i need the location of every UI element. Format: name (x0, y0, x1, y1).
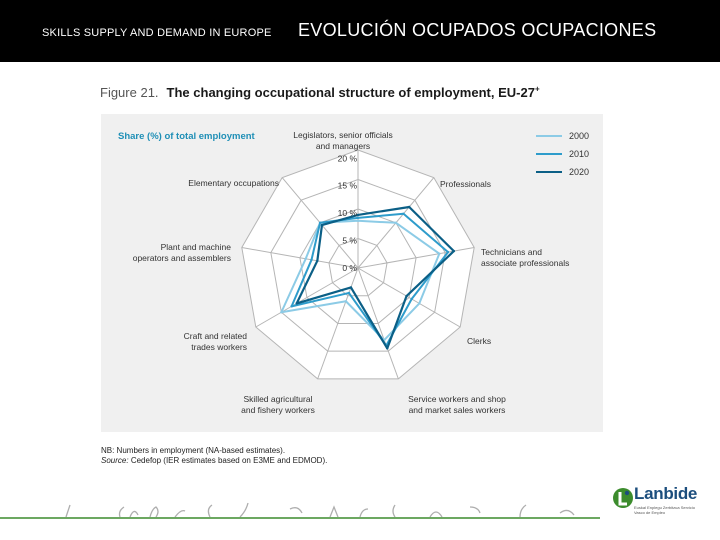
footer-decoration (0, 502, 600, 519)
series-point-2010 (402, 212, 405, 215)
series-point-2020 (405, 294, 408, 298)
category-label: Technicians and (481, 247, 542, 257)
category-label: associate professionals (481, 258, 569, 268)
series-point-2020 (320, 223, 324, 227)
category-label: and market sales workers (409, 405, 506, 415)
series-point-2000 (344, 300, 348, 303)
series-point-2000 (418, 302, 421, 305)
series-point-2020 (386, 347, 389, 350)
radar-grid-ring (328, 237, 388, 297)
series-point-2020 (349, 286, 353, 289)
legend-label-2010: 2010 (569, 149, 589, 159)
chart-title: Share (%) of total employment (118, 131, 256, 142)
figure-title: Figure 21. The changing occupational stru… (100, 85, 540, 100)
category-label: Plant and machine (161, 242, 232, 252)
header-right-title: EVOLUCIÓN OCUPADOS OCUPACIONES (298, 20, 657, 40)
category-label: Professionals (440, 179, 491, 189)
series-point-2000 (438, 252, 441, 255)
logo-subtitle: Euskal Enplegu Zerbitzua Servicio Vasco … (634, 505, 695, 515)
category-label: Skilled agricultural (244, 394, 313, 404)
source-line: Source: Cedefop (IER estimates based on … (101, 456, 328, 465)
series-point-2010 (290, 305, 293, 308)
series-point-2000 (304, 257, 307, 260)
series-point-2010 (356, 216, 360, 220)
radar-grid-ring (299, 208, 417, 324)
series-point-2010 (446, 250, 450, 254)
category-label: Legislators, senior officials (293, 130, 393, 140)
series-point-2020 (356, 213, 360, 217)
header-left-title: SKILLS SUPPLY AND DEMAND IN EUROPE (42, 27, 272, 39)
series-point-2000 (280, 311, 283, 314)
series-line-2000 (280, 219, 441, 342)
category-label: Service workers and shop (408, 394, 506, 404)
note-line: NB: Numbers in employment (NA-based esti… (101, 446, 286, 455)
radar-spoke (241, 247, 359, 269)
series-point-2010 (347, 291, 351, 295)
lanbide-logo-icon (613, 488, 633, 508)
legend-label-2020: 2020 (569, 167, 589, 177)
series-line-2010 (290, 212, 450, 347)
series-point-2020 (316, 259, 319, 263)
series-point-2000 (394, 221, 398, 225)
figure-note: NB: Numbers in employment (NA-based esti… (101, 446, 327, 466)
radial-tick-label: 0 % (342, 263, 357, 273)
category-label: and managers (316, 141, 370, 151)
category-label: Craft and related (184, 331, 248, 341)
series-point-2020 (452, 249, 456, 253)
series-point-2010 (410, 297, 413, 301)
radar-spoke (255, 267, 359, 328)
category-label: Clerks (467, 336, 491, 346)
radial-tick-label: 5 % (342, 236, 357, 246)
category-label: operators and assemblers (133, 253, 231, 263)
radar-grid-ring (241, 149, 475, 380)
figure-number: Figure 21. (100, 85, 159, 101)
figure-title-text: The changing occupational structure of e… (166, 85, 540, 101)
radial-tick-label: 20 % (338, 153, 358, 163)
category-label: Elementary occupations (188, 178, 279, 188)
logo-name: Lanbide (634, 484, 698, 503)
legend-label-2000: 2000 (569, 131, 589, 141)
series-point-2000 (356, 219, 360, 222)
series-line-2020 (295, 205, 455, 350)
category-label: and fishery workers (241, 405, 315, 415)
radial-tick-label: 15 % (338, 181, 358, 191)
radar-spoke (357, 267, 399, 380)
series-point-2020 (295, 302, 298, 305)
radial-tick-label: 10 % (338, 208, 358, 218)
series-point-2020 (407, 205, 411, 209)
radar-spoke (357, 267, 461, 328)
category-label: trades workers (191, 342, 247, 352)
series-point-2010 (310, 258, 313, 262)
header-bar: SKILLS SUPPLY AND DEMAND IN EUROPE EVOLU… (0, 0, 720, 62)
series-point-2010 (318, 221, 322, 225)
